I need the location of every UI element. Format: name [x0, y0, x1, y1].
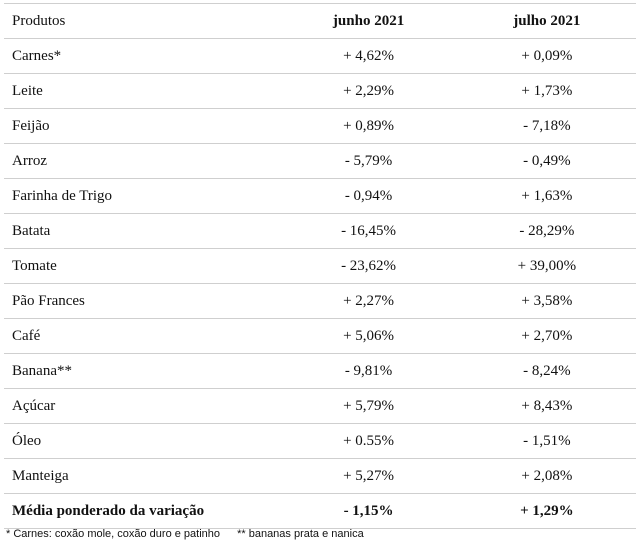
product-name: Feijão: [4, 108, 280, 144]
july-variation: + 1,73%: [457, 73, 636, 109]
july-variation: - 8,24%: [457, 353, 636, 389]
product-name: Óleo: [4, 423, 280, 459]
table-row: Feijão + 0,89% - 7,18%: [4, 108, 636, 144]
july-variation: - 28,29%: [457, 213, 636, 249]
june-variation: + 2,29%: [279, 73, 458, 109]
table-row: Carnes* + 4,62% + 0,09%: [4, 38, 636, 74]
price-variation-table-container: Produtos junho 2021 julho 2021 Carnes* +…: [4, 3, 636, 529]
july-variation: + 0,09%: [457, 38, 636, 74]
product-name: Farinha de Trigo: [4, 178, 280, 214]
product-name: Batata: [4, 213, 280, 249]
table-row: Manteiga + 5,27% + 2,08%: [4, 458, 636, 494]
table-row: Farinha de Trigo - 0,94% + 1,63%: [4, 178, 636, 214]
table-row: Batata - 16,45% - 28,29%: [4, 213, 636, 249]
june-variation: + 4,62%: [279, 38, 458, 74]
table-row: Banana** - 9,81% - 8,24%: [4, 353, 636, 389]
product-name: Tomate: [4, 248, 280, 284]
header-julho-2021: julho 2021: [457, 3, 636, 39]
june-variation: + 5,27%: [279, 458, 458, 494]
product-name: Pão Frances: [4, 283, 280, 319]
product-name: Arroz: [4, 143, 280, 179]
product-name: Carnes*: [4, 38, 280, 74]
table-row: Café + 5,06% + 2,70%: [4, 318, 636, 354]
header-produtos: Produtos: [4, 3, 280, 39]
table-row: Leite + 2,29% + 1,73%: [4, 73, 636, 109]
footnote-carnes: * Carnes: coxão mole, coxão duro e patin…: [6, 528, 221, 540]
july-variation: + 39,00%: [457, 248, 636, 284]
price-variation-table: Produtos junho 2021 julho 2021 Carnes* +…: [4, 3, 636, 529]
product-name: Açúcar: [4, 388, 280, 424]
july-variation: + 3,58%: [457, 283, 636, 319]
table-row: Açúcar + 5,79% + 8,43%: [4, 388, 636, 424]
july-variation: + 2,08%: [457, 458, 636, 494]
july-variation: + 1,63%: [457, 178, 636, 214]
july-variation: + 8,43%: [457, 388, 636, 424]
product-name: Manteiga: [4, 458, 280, 494]
total-label: Média ponderado da variação: [4, 493, 280, 529]
june-variation: - 9,81%: [279, 353, 458, 389]
product-name: Café: [4, 318, 280, 354]
total-june-variation: - 1,15%: [279, 493, 458, 529]
table-total-row: Média ponderado da variação - 1,15% + 1,…: [4, 493, 636, 529]
july-variation: + 2,70%: [457, 318, 636, 354]
table-header-row: Produtos junho 2021 julho 2021: [4, 3, 636, 39]
table-row: Pão Frances + 2,27% + 3,58%: [4, 283, 636, 319]
june-variation: - 16,45%: [279, 213, 458, 249]
june-variation: + 5,06%: [279, 318, 458, 354]
table-row: Óleo + 0.55% - 1,51%: [4, 423, 636, 459]
june-variation: + 0.55%: [279, 423, 458, 459]
june-variation: - 0,94%: [279, 178, 458, 214]
table-footnote: * Carnes: coxão mole, coxão duro e patin…: [6, 528, 364, 540]
july-variation: - 7,18%: [457, 108, 636, 144]
june-variation: + 5,79%: [279, 388, 458, 424]
june-variation: + 0,89%: [279, 108, 458, 144]
footnote-bananas: ** bananas prata e nanica: [237, 528, 364, 540]
table-row: Arroz - 5,79% - 0,49%: [4, 143, 636, 179]
product-name: Banana**: [4, 353, 280, 389]
july-variation: - 1,51%: [457, 423, 636, 459]
june-variation: + 2,27%: [279, 283, 458, 319]
july-variation: - 0,49%: [457, 143, 636, 179]
table-row: Tomate - 23,62% + 39,00%: [4, 248, 636, 284]
total-july-variation: + 1,29%: [457, 493, 636, 529]
june-variation: - 23,62%: [279, 248, 458, 284]
product-name: Leite: [4, 73, 280, 109]
header-junho-2021: junho 2021: [279, 3, 458, 39]
june-variation: - 5,79%: [279, 143, 458, 179]
